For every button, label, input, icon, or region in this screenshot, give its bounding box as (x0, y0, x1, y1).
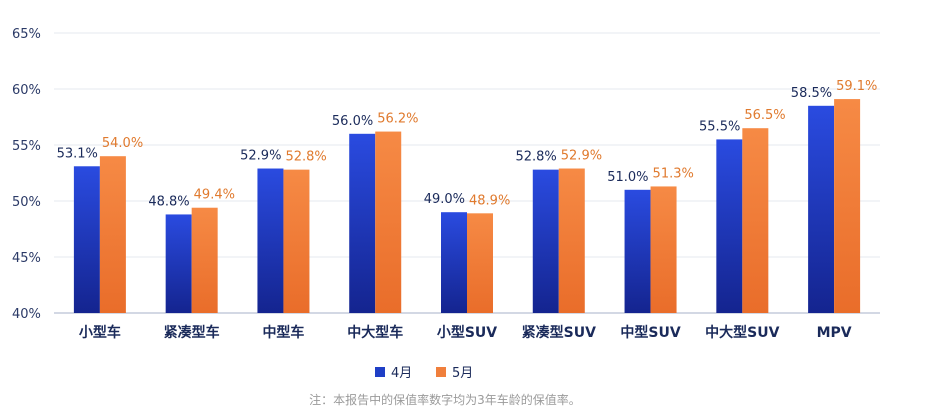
bar-may (467, 213, 493, 313)
data-label: 56.2% (377, 112, 418, 127)
y-tick-label: 40% (12, 307, 41, 322)
data-label: 52.8% (515, 150, 556, 165)
x-tick-label: 紧凑型车 (164, 324, 220, 341)
x-tick-label: 中型SUV (620, 324, 680, 341)
value-labels: 53.1% 54.0% 48.8% 49.4% 52.9% 52.8% 56.0% 56.2%… (57, 79, 878, 209)
x-tick-label: MPV (817, 325, 852, 341)
bar-april (441, 212, 467, 313)
bar-april (532, 169, 559, 313)
data-label: 52.8% (285, 150, 326, 165)
bar-april (716, 139, 743, 313)
x-tick-label: 中大型车 (347, 324, 403, 341)
data-label: 55.5% (699, 119, 740, 134)
bar-may (99, 156, 126, 313)
x-axis-labels: 小型车 紧凑型车 中型车 中大型车 小型SUV 紧凑型SUV 中型SUV 中大型SUV MPV (79, 324, 852, 341)
bar-april (624, 189, 651, 313)
legend-swatch (375, 367, 385, 377)
data-label: 48.8% (148, 194, 189, 209)
x-tick-label: 紧凑型SUV (522, 324, 596, 341)
bar-may (834, 99, 861, 313)
data-label: 58.5% (791, 86, 832, 101)
data-label: 49.4% (194, 188, 235, 203)
data-label: 59.1% (836, 79, 877, 94)
x-tick-label: 小型车 (79, 324, 121, 341)
y-tick-label: 50% (12, 195, 41, 210)
legend: 4月 5月 (375, 366, 473, 381)
data-label: 52.9% (240, 149, 281, 164)
y-tick-label: 60% (12, 83, 41, 98)
footnote: 注：本报告中的保值率数字均为3年车龄的保值率。 (309, 392, 581, 407)
legend-label: 5月 (452, 366, 473, 381)
x-tick-label: 中型车 (262, 324, 304, 341)
bar-may (191, 207, 218, 313)
y-tick-label: 65% (12, 27, 41, 42)
bars (73, 99, 861, 313)
bar-may (375, 131, 402, 313)
data-label: 53.1% (57, 146, 98, 161)
y-tick-label: 45% (12, 251, 41, 266)
legend-swatch (436, 367, 446, 377)
y-tick-label: 55% (12, 139, 41, 154)
bar-may (650, 186, 677, 313)
bar-april (808, 105, 835, 313)
bar-april (165, 214, 192, 313)
bar-april (349, 133, 376, 313)
legend-label: 4月 (391, 366, 412, 381)
bar-may (742, 128, 769, 313)
data-label: 49.0% (424, 192, 465, 207)
data-label: 54.0% (102, 136, 143, 151)
data-label: 56.0% (332, 114, 373, 129)
y-axis-ticks: 40% 45% 50% 55% 60% 65% (12, 27, 41, 322)
x-tick-label: 小型SUV (437, 324, 497, 341)
data-label: 51.3% (653, 166, 694, 181)
data-label: 51.0% (607, 170, 648, 185)
bar-april (73, 166, 100, 313)
data-label: 48.9% (469, 193, 510, 208)
bar-may (283, 169, 310, 313)
bar-april (257, 168, 284, 313)
bar-may (558, 168, 585, 313)
data-label: 56.5% (744, 108, 785, 123)
x-tick-label: 中大型SUV (705, 324, 779, 341)
data-label: 52.9% (561, 149, 602, 164)
